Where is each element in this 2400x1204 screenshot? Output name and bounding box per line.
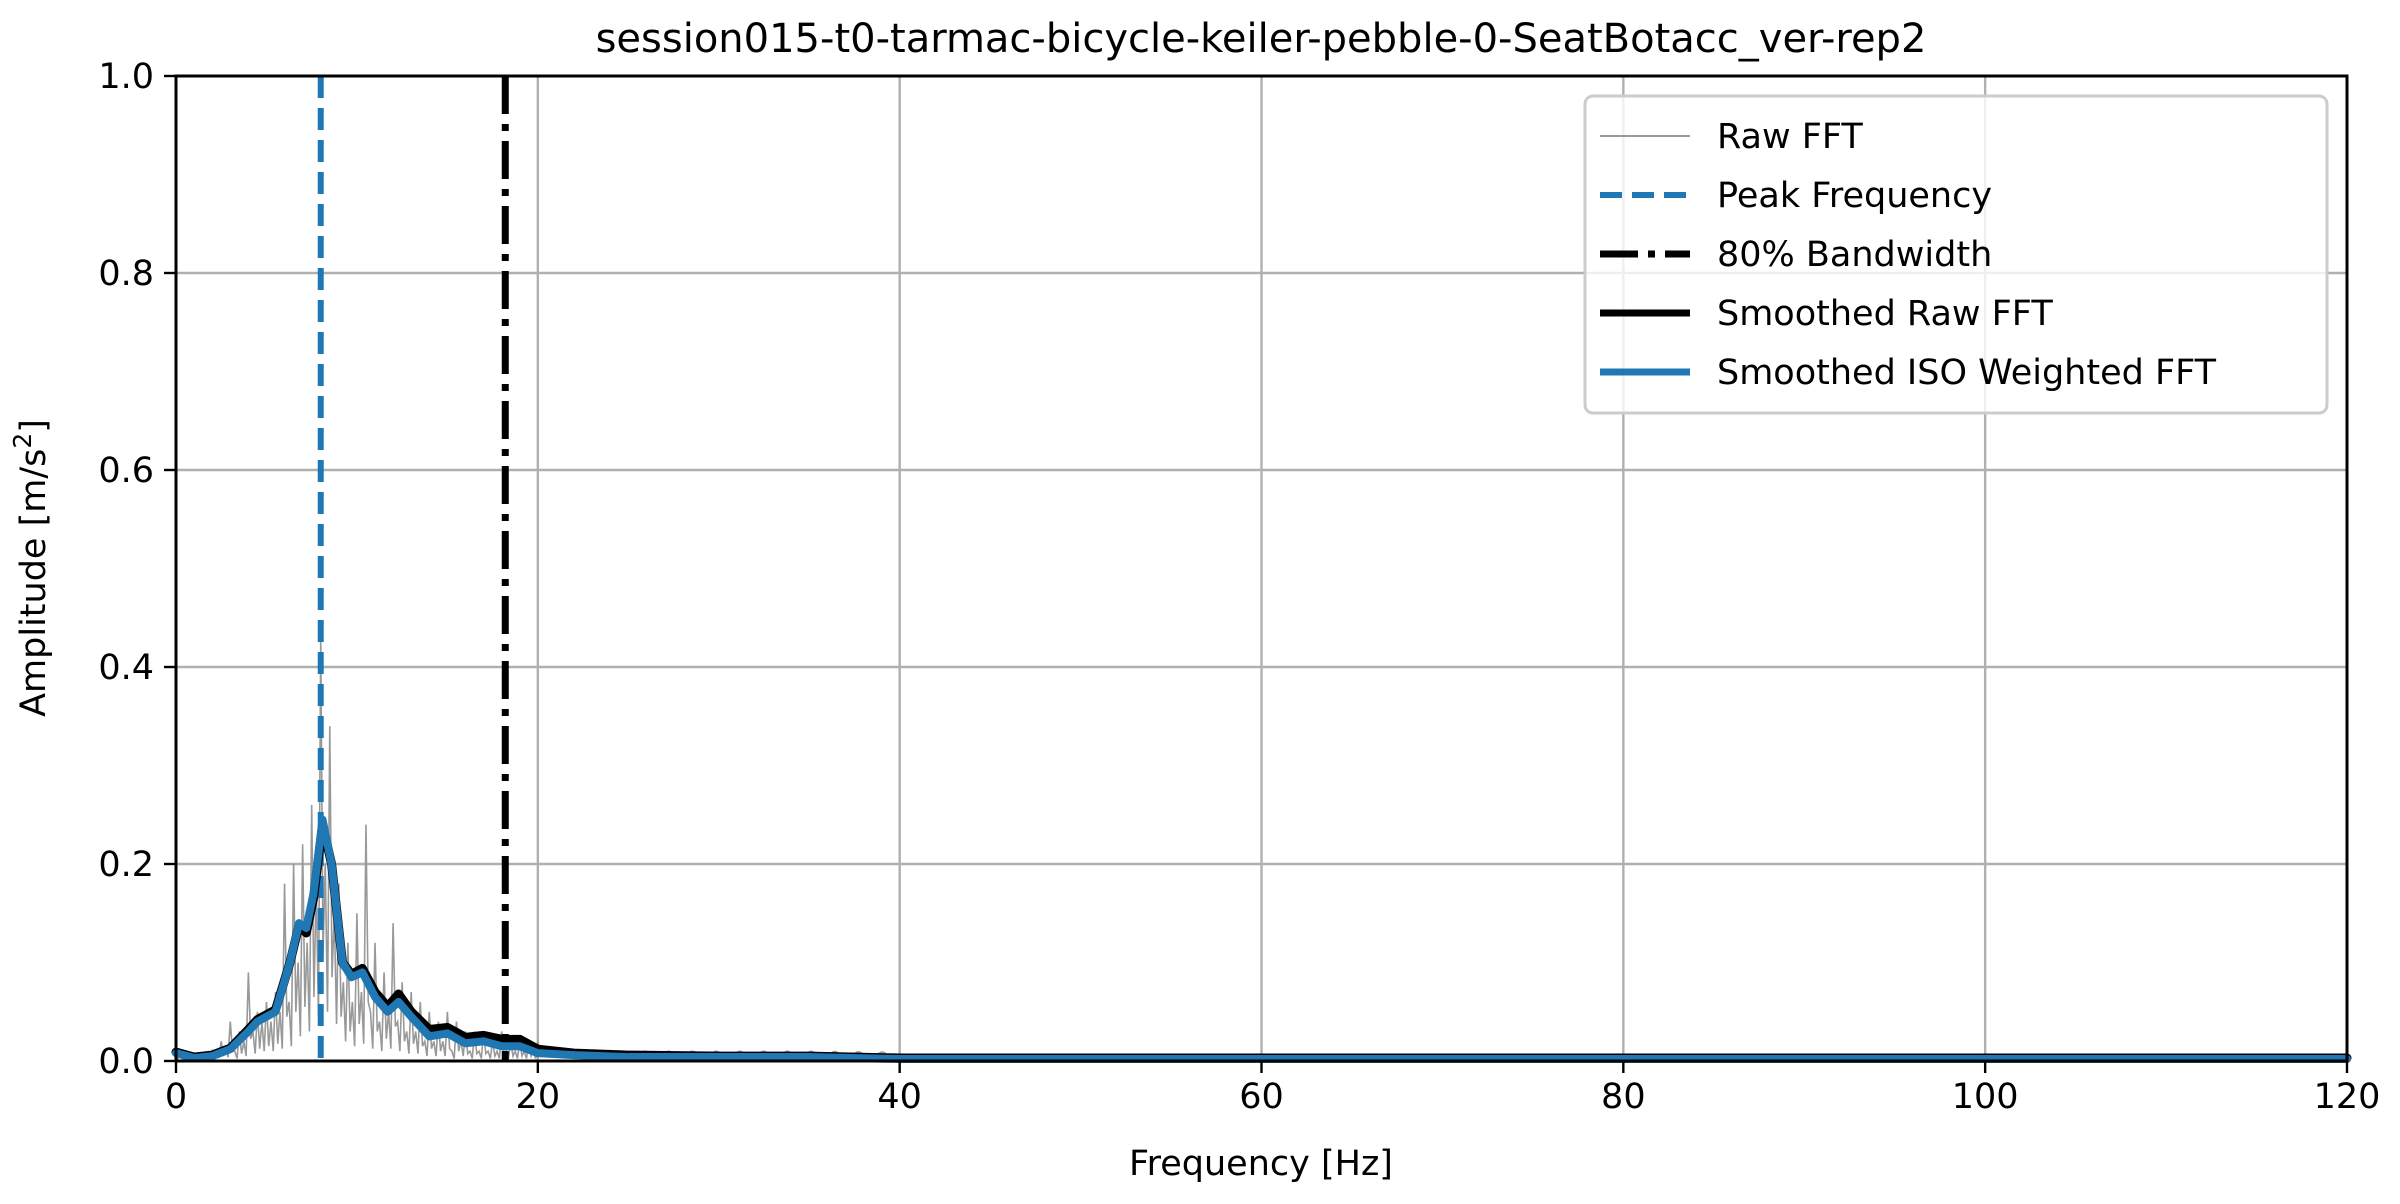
- y-tick-label: 0.0: [98, 1042, 154, 1082]
- y-tick-label: 0.4: [98, 648, 154, 688]
- x-tick-label: 100: [1952, 1077, 2019, 1117]
- legend-label: Raw FFT: [1717, 117, 1863, 157]
- x-tick-label: 0: [165, 1077, 187, 1117]
- x-tick-label: 80: [1601, 1077, 1646, 1117]
- x-tick-label: 60: [1239, 1077, 1284, 1117]
- y-tick-label: 0.2: [98, 845, 154, 885]
- y-tick-label: 0.6: [98, 451, 154, 491]
- plot-area: [171, 76, 2352, 1064]
- legend-label: Smoothed Raw FFT: [1717, 294, 2053, 334]
- x-tick-label: 20: [516, 1077, 561, 1117]
- x-axis-label: Frequency [Hz]: [1129, 1144, 1393, 1184]
- x-tick-label: 120: [2314, 1077, 2381, 1117]
- chart-title: session015-t0-tarmac-bicycle-keiler-pebb…: [596, 16, 1927, 62]
- legend-label: Smoothed ISO Weighted FFT: [1717, 353, 2217, 393]
- legend: Raw FFT Peak Frequency 80% Bandwidth Smooth…: [1583, 94, 2329, 415]
- ticks: 0 20 40 60 80 100 120 0.0 0.2 0.4 0.6 0.8 1.0: [98, 57, 2380, 1117]
- y-axis-label: Amplitude [m/s2]: [8, 419, 54, 717]
- legend-label: Peak Frequency: [1717, 176, 1992, 216]
- x-tick-label: 40: [877, 1077, 922, 1117]
- legend-label: 80% Bandwidth: [1717, 235, 1992, 275]
- raw-fft-line: [175, 637, 2345, 1062]
- y-tick-label: 1.0: [98, 57, 154, 97]
- smoothed-iso-fft-line: [172, 815, 2351, 1064]
- y-tick-label: 0.8: [98, 254, 154, 294]
